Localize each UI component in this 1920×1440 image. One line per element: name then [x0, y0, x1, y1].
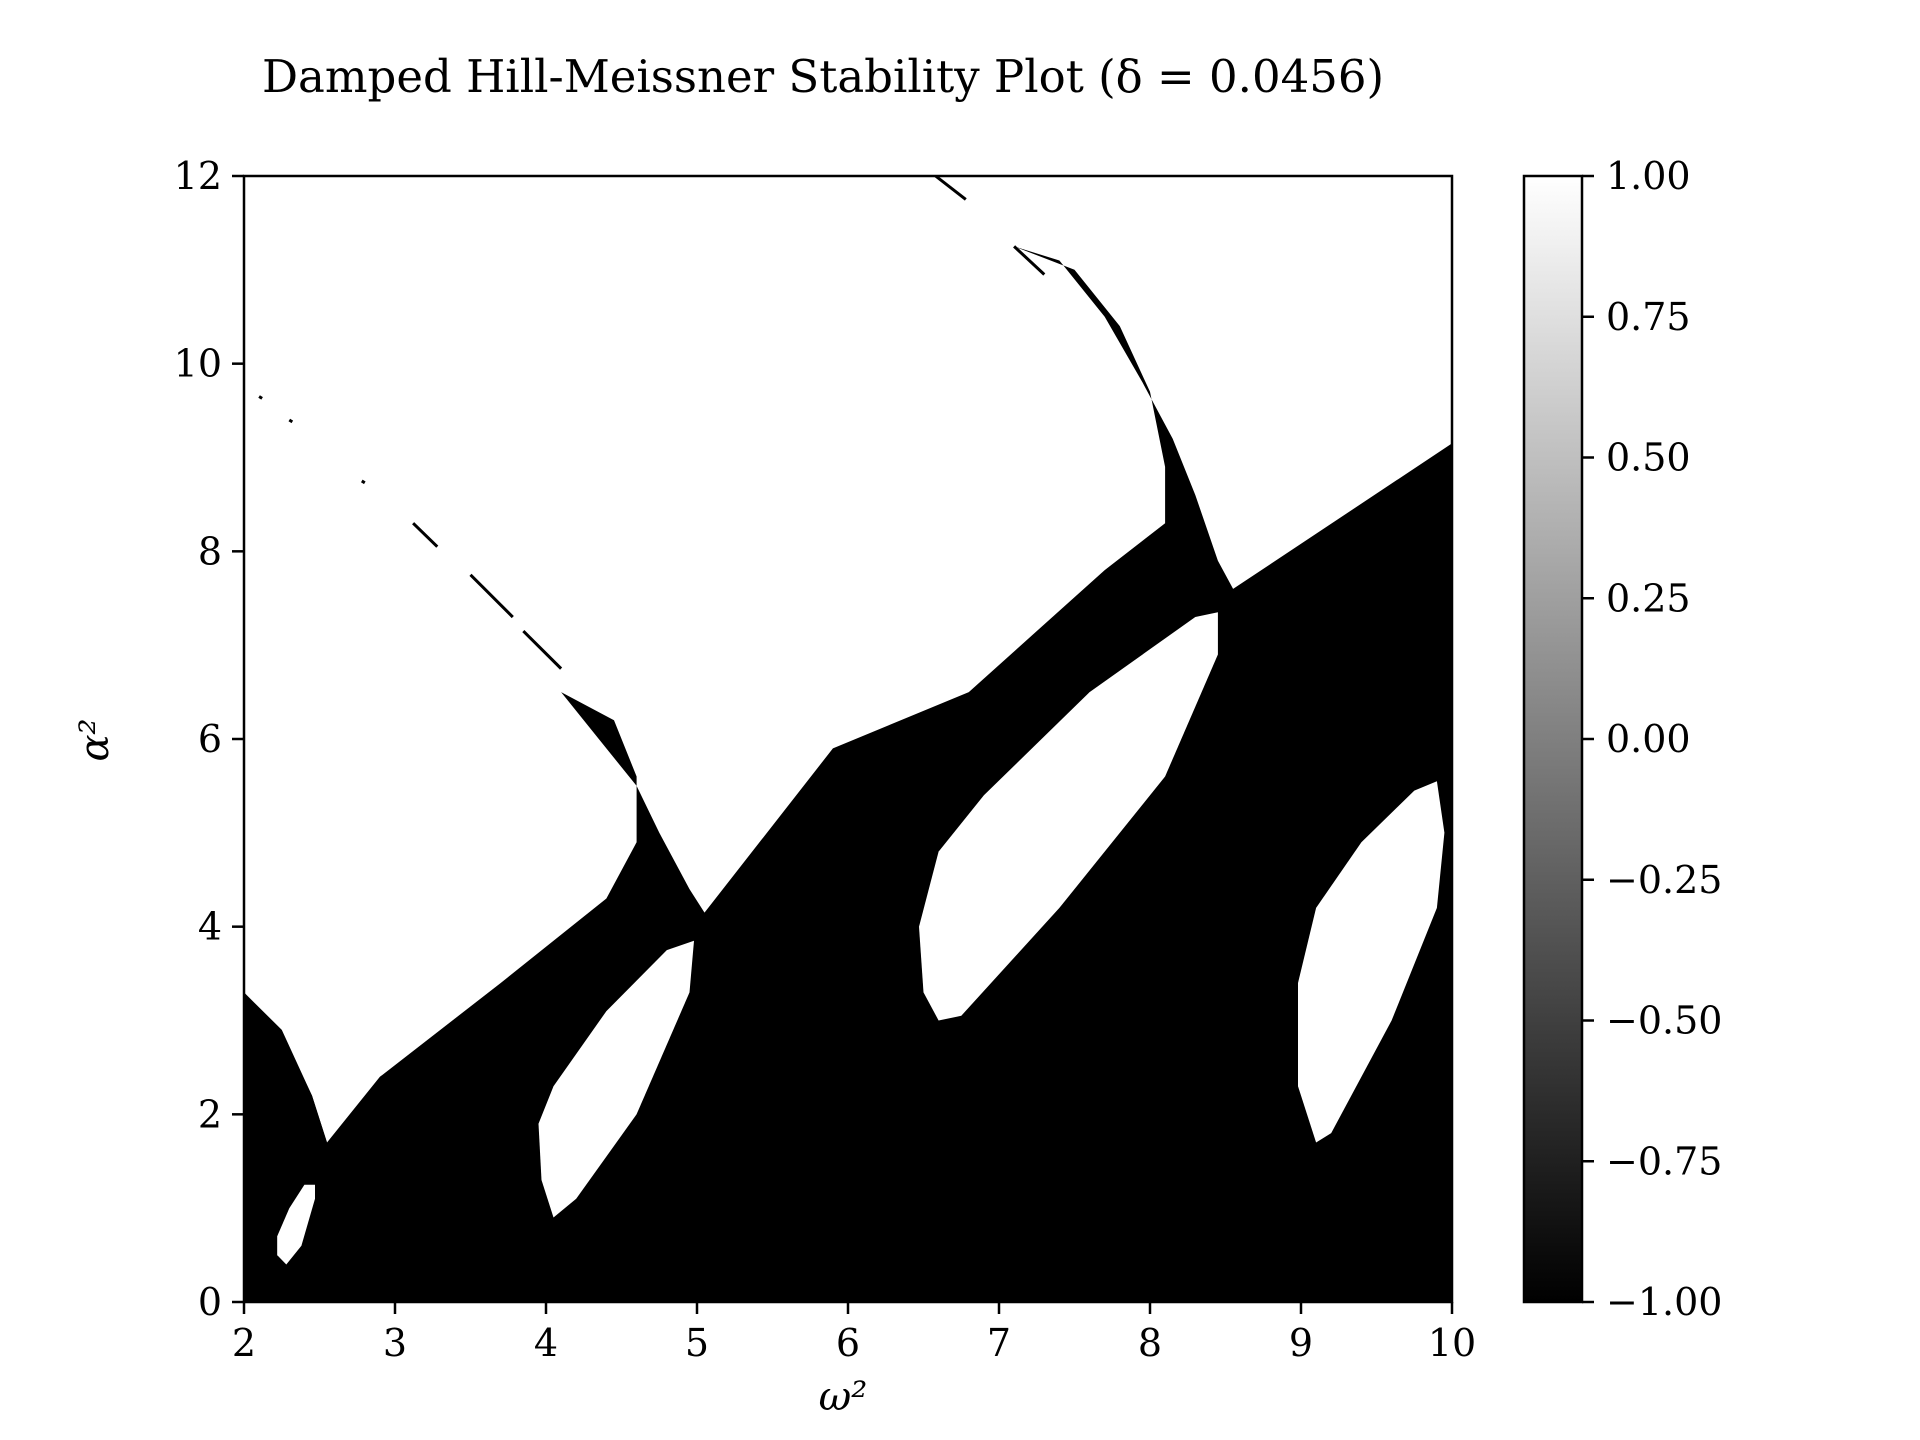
unstable-trace-3: [360, 479, 366, 485]
x-tick-label: 5: [685, 1321, 709, 1365]
x-axis-label: ω²: [819, 1374, 868, 1420]
unstable-trace-6: [522, 630, 563, 670]
unstable-trace-2: [288, 418, 294, 424]
y-tick-label: 10: [174, 342, 222, 386]
colorbar-tick-label: −1.00: [1606, 1280, 1722, 1324]
island-3: [919, 612, 1218, 1021]
chart-title: Damped Hill-Meissner Stability Plot (δ =…: [262, 50, 1384, 103]
x-tick-label: 3: [383, 1321, 407, 1365]
x-tick-label: 10: [1428, 1321, 1476, 1365]
unstable-trace-7: [934, 176, 967, 201]
colorbar-tick-label: −0.25: [1606, 858, 1722, 902]
colorbar: 1.00 0.75 0.50 0.25 0.00 −0.25 −0.50 −0.75 −1.00: [1522, 154, 1722, 1324]
x-tick-label: 2: [232, 1321, 256, 1365]
unstable-trace-5: [469, 573, 514, 619]
y-tick-label: 0: [198, 1280, 222, 1324]
colorbar-tick-label: 1.00: [1606, 154, 1691, 198]
colorbar-tick-label: 0.75: [1606, 295, 1691, 339]
y-axis-label: α²: [72, 718, 118, 761]
x-tick-label: 6: [836, 1321, 860, 1365]
colorbar-gradient: [1522, 174, 1584, 1304]
y-tick-label: 6: [198, 717, 222, 761]
x-tick-label: 8: [1138, 1321, 1162, 1365]
unstable-band-main: [244, 246, 1452, 1302]
island-1: [277, 1184, 315, 1265]
y-tick-label: 8: [198, 529, 222, 573]
y-tick-label: 4: [198, 905, 222, 949]
colorbar-tick-label: 0.00: [1606, 717, 1691, 761]
y-tick-label: 2: [198, 1092, 222, 1136]
island-2: [538, 940, 694, 1218]
unstable-trace-8: [1013, 245, 1046, 276]
unstable-wedge-1: [244, 992, 327, 1143]
island-4: [1298, 781, 1445, 1143]
colorbar-tick-label: 0.25: [1606, 576, 1691, 620]
plot-area: [244, 176, 1452, 1302]
x-tick-label: 9: [1289, 1321, 1313, 1365]
x-tick-label: 7: [987, 1321, 1011, 1365]
colorbar-tick-label: 0.50: [1606, 436, 1691, 480]
unstable-trace-1: [258, 395, 263, 400]
colorbar-tick-label: −0.75: [1606, 1139, 1722, 1183]
y-tick-label: 12: [174, 154, 222, 198]
colorbar-tick-label: −0.50: [1606, 999, 1722, 1043]
unstable-trace-4: [412, 522, 439, 548]
x-tick-label: 4: [534, 1321, 558, 1365]
